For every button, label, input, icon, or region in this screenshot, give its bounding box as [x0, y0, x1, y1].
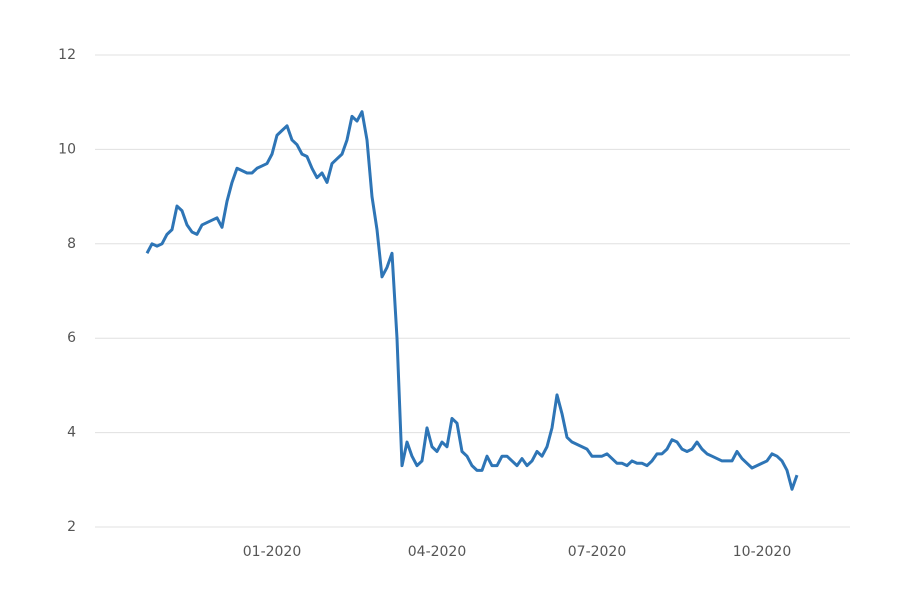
x-tick-label: 07-2020 [568, 544, 627, 560]
y-tick-label: 10 [58, 141, 76, 157]
y-tick-label: 8 [67, 236, 76, 252]
y-tick-label: 2 [67, 519, 76, 535]
y-tick-label: 4 [67, 425, 76, 441]
x-tick-label: 04-2020 [408, 544, 467, 560]
data-line [145, 110, 799, 491]
x-tick-label: 01-2020 [243, 544, 302, 560]
y-tick-label: 12 [58, 47, 76, 63]
y-tick-label: 6 [67, 330, 76, 346]
x-tick-label: 10-2020 [733, 544, 792, 560]
